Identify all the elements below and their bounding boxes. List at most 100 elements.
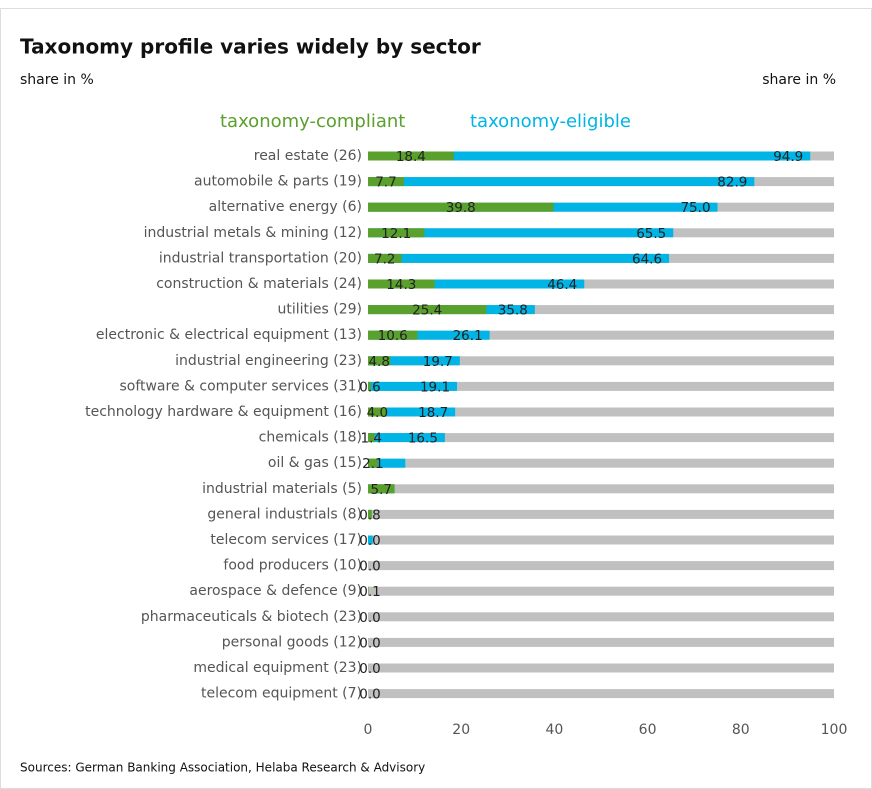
data-label: 39.8: [446, 200, 476, 216]
bar: [368, 484, 395, 494]
x-tick-label: 60: [639, 722, 657, 738]
chart-title: Taxonomy profile varies widely by sector: [20, 35, 481, 59]
data-label: 19.1: [420, 379, 450, 395]
y-tick-label: industrial engineering (23): [175, 353, 362, 369]
data-label: 65.5: [636, 226, 666, 242]
data-label: 46.4: [547, 277, 577, 293]
background-bar: [368, 637, 834, 647]
data-label: 94.9: [773, 149, 803, 165]
bar: [368, 509, 372, 519]
data-label: 16.5: [408, 431, 438, 447]
data-label: 0.0: [359, 661, 380, 677]
background-bar: [368, 612, 834, 622]
data-label: 25.4: [412, 303, 442, 319]
bar: [368, 330, 418, 340]
legend-entry: taxonomy-compliant: [220, 111, 405, 132]
y-tick-label: personal goods (12): [222, 634, 362, 650]
y-tick-label: technology hardware & equipment (16): [85, 404, 362, 420]
bar: [368, 356, 460, 366]
y-tick-label: industrial materials (5): [202, 481, 362, 497]
y-tick-label: software & computer services (31): [119, 378, 362, 394]
bar: [368, 407, 387, 417]
y-tick-label: food producers (10): [223, 558, 362, 574]
data-label: 0.6: [359, 379, 380, 395]
data-label: 0.8: [359, 507, 380, 523]
data-label: 26.1: [453, 328, 483, 344]
bar: [368, 305, 487, 315]
source: Sources: German Banking Association, Hel…: [20, 761, 425, 775]
background-bar: [368, 509, 834, 519]
bar: [368, 458, 406, 468]
bar: [368, 202, 554, 212]
y-tick-label: general industrials (8): [207, 506, 362, 522]
y-tick-label: automobile & parts (19): [194, 174, 362, 190]
bar: [368, 253, 402, 263]
data-label: 4.8: [368, 354, 389, 370]
data-label: 0.0: [359, 635, 380, 651]
bar: [368, 279, 435, 289]
data-label: 18.7: [418, 405, 448, 421]
y-tick-label: electronic & electrical equipment (13): [96, 327, 362, 343]
legend-entry: taxonomy-eligible: [470, 111, 631, 132]
background-bar: [368, 433, 834, 443]
data-label: 19.7: [423, 354, 453, 370]
data-label: 1.4: [361, 431, 382, 447]
data-label: 7.7: [375, 175, 396, 191]
data-label: 12.1: [381, 226, 411, 242]
y-tick-label: chemicals (18): [259, 430, 362, 446]
y-tick-label: industrial transportation (20): [159, 250, 362, 266]
data-label: 35.8: [498, 303, 528, 319]
y-tick-label: construction & materials (24): [156, 276, 362, 292]
background-bar: [368, 561, 834, 571]
background-bar: [368, 663, 834, 673]
data-label: 0.0: [359, 533, 380, 549]
data-label: 4.0: [367, 405, 388, 421]
x-tick-label: 40: [545, 722, 563, 738]
x-tick-label: 100: [821, 722, 848, 738]
y-tick-label: industrial metals & mining (12): [144, 225, 362, 241]
y-tick-label: medical equipment (23): [193, 660, 362, 676]
bar: [368, 458, 378, 468]
bar: [368, 330, 490, 340]
subtitle: share in %: [762, 72, 836, 88]
y-tick-label: utilities (29): [277, 302, 362, 318]
y-tick-label: aerospace & defence (9): [189, 583, 362, 599]
bar: [368, 228, 674, 238]
data-label: 10.6: [378, 328, 408, 344]
data-label: 0.0: [359, 687, 380, 703]
background-bar: [368, 356, 834, 366]
data-label: 5.7: [371, 482, 392, 498]
bar: [368, 433, 375, 443]
bar: [368, 151, 454, 161]
bar: [368, 535, 373, 545]
y-tick-label: telecom equipment (7): [201, 686, 362, 702]
background-bar: [368, 279, 834, 289]
data-label: 0.0: [359, 610, 380, 626]
background-bar: [368, 330, 834, 340]
data-label: 0.0: [359, 559, 380, 575]
bar: [368, 177, 404, 187]
background-bar: [368, 535, 834, 545]
background-bar: [368, 586, 834, 596]
bar: [368, 279, 585, 289]
data-label: 2.1: [362, 456, 383, 472]
y-tick-label: pharmaceuticals & biotech (23): [141, 609, 362, 625]
data-label: 0.1: [359, 584, 380, 600]
x-tick-label: 20: [452, 722, 470, 738]
bar: [368, 381, 458, 391]
y-tick-label: oil & gas (15): [268, 455, 362, 471]
background-bar: [368, 381, 834, 391]
bar: [368, 151, 811, 161]
data-label: 18.4: [396, 149, 426, 165]
background-bar: [368, 407, 834, 417]
y-tick-label: telecom services (17): [210, 532, 362, 548]
bar: [368, 381, 371, 391]
bar: [368, 356, 391, 366]
background-bar: [368, 689, 834, 699]
x-tick-label: 0: [364, 722, 373, 738]
bar: [368, 177, 755, 187]
bar: [368, 228, 425, 238]
data-label: 7.2: [374, 251, 395, 267]
bar: [368, 253, 670, 263]
data-label: 82.9: [717, 175, 747, 191]
